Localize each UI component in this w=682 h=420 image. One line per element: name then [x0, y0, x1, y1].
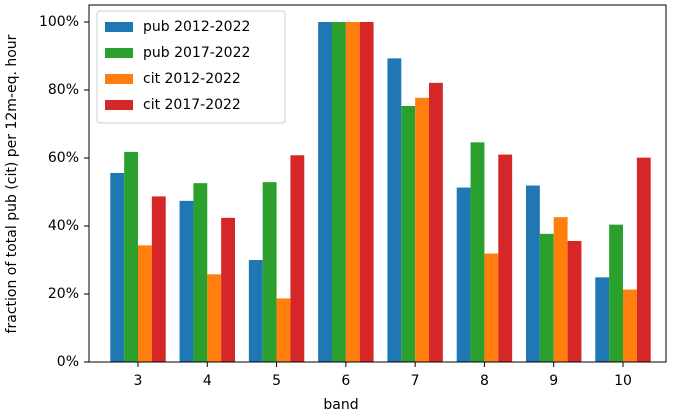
y-tick-label: 20% — [48, 286, 79, 302]
bar — [415, 97, 429, 362]
x-tick-label: 5 — [272, 373, 281, 389]
x-tick-label: 8 — [480, 373, 489, 389]
bar — [429, 82, 443, 363]
legend-label: pub 2012-2022 — [143, 19, 250, 35]
axes-frame — [88, 4, 667, 363]
bar — [498, 154, 513, 362]
bar — [484, 253, 499, 362]
bar — [470, 142, 485, 362]
legend-swatch — [105, 22, 133, 32]
x-tick-label: 7 — [411, 373, 420, 389]
bar — [609, 224, 623, 362]
y-tick-label: 80% — [48, 82, 79, 98]
bar — [207, 274, 222, 362]
bar — [248, 260, 263, 362]
x-tick-label: 6 — [341, 373, 350, 389]
bar — [553, 217, 568, 362]
bar — [110, 172, 125, 362]
bar — [221, 217, 235, 362]
bar — [345, 22, 360, 362]
bar — [318, 22, 332, 362]
x-tick-label: 10 — [614, 373, 632, 389]
y-tick-label: 100% — [39, 14, 79, 30]
bar — [387, 58, 402, 362]
x-tick-label: 3 — [134, 373, 143, 389]
bar — [290, 155, 305, 362]
y-axis-label: fraction of total pub (cit) per 12m-eq. … — [4, 34, 20, 333]
bar — [151, 196, 166, 362]
bar — [138, 245, 152, 362]
bar — [124, 151, 138, 362]
bar — [401, 105, 416, 362]
legend-label: cit 2012-2022 — [143, 71, 241, 87]
bar — [179, 200, 194, 362]
legend-swatch — [105, 74, 133, 84]
y-tick-label: 40% — [48, 218, 79, 234]
legend-label: pub 2017-2022 — [143, 45, 250, 61]
y-tick-label: 0% — [57, 354, 79, 370]
bar — [567, 240, 582, 362]
bar — [359, 22, 374, 362]
x-tick-label: 4 — [203, 373, 212, 389]
y-tick-label: 60% — [48, 150, 79, 166]
bar — [623, 289, 637, 362]
bar — [276, 298, 291, 362]
bar — [636, 157, 651, 362]
bar — [193, 183, 208, 362]
legend-box — [96, 10, 286, 124]
x-axis-label: band — [323, 397, 358, 413]
legend-label: cit 2017-2022 — [143, 97, 241, 113]
x-tick-label: 9 — [549, 373, 558, 389]
bar — [526, 185, 540, 362]
legend-swatch — [105, 100, 133, 110]
bar — [332, 22, 346, 362]
bar — [539, 233, 554, 362]
bar — [595, 277, 610, 362]
bar — [456, 187, 471, 362]
bar — [262, 182, 277, 362]
legend-swatch — [105, 48, 133, 58]
